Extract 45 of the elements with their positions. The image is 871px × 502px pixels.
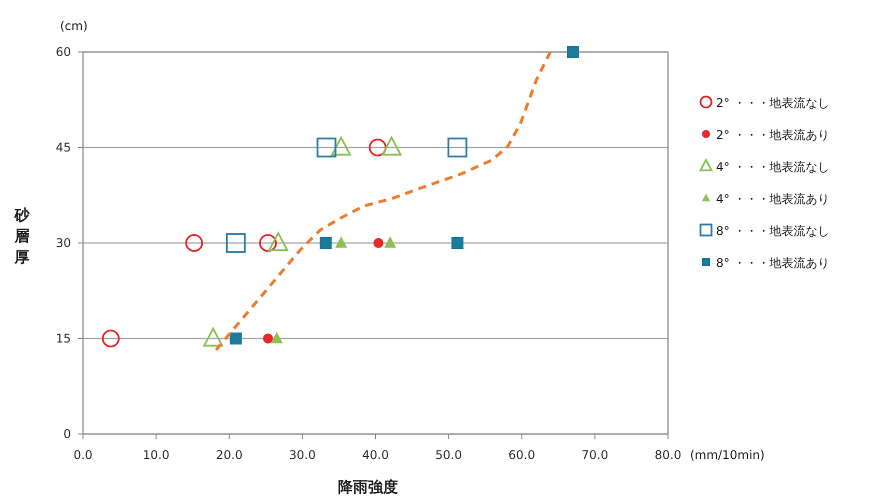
point [451, 237, 464, 249]
point [335, 236, 348, 248]
y-tick-label: 60 [56, 45, 71, 59]
x-axis-title: 降雨強度 [338, 478, 398, 496]
text: (mm/10min) [690, 448, 765, 462]
x-tick-label: 50.0 [435, 448, 462, 462]
legend-label: 4° ・・・地表流あり [716, 192, 830, 206]
x-tick-label: 30.0 [289, 448, 316, 462]
legend-label: 4° ・・・地表流なし [716, 160, 830, 174]
point [226, 233, 246, 253]
y-tick-label: 30 [56, 236, 71, 250]
x-tick-label: 70.0 [582, 448, 608, 462]
point [185, 234, 204, 252]
point [230, 332, 242, 344]
y-tick-label: 0 [63, 427, 71, 441]
y-tick-label: 15 [56, 332, 71, 346]
legend-label: 8° ・・・地表流なし [716, 224, 830, 238]
x-tick-label: 40.0 [362, 448, 389, 462]
point [203, 328, 224, 347]
point [331, 136, 352, 156]
point [270, 332, 283, 344]
legend-label: 8° ・・・地表流あり [716, 256, 830, 270]
point [102, 330, 120, 348]
y-tick-label: 45 [56, 140, 71, 154]
point [566, 46, 579, 58]
point [263, 334, 274, 344]
point [268, 232, 288, 252]
x-tick-label: 10.0 [142, 448, 170, 462]
legend-label: 2° ・・・地表流なし [716, 96, 830, 110]
point [382, 136, 402, 156]
x-tick-label: 20.0 [216, 448, 243, 462]
point [448, 138, 468, 158]
y-axis-title: 砂層厚 [14, 206, 30, 266]
point [259, 234, 277, 252]
point [368, 138, 387, 156]
x-tick-label: 80.0 [654, 448, 682, 462]
x-tick-label: 60.0 [508, 448, 536, 462]
line-series [214, 50, 552, 352]
text: (cm) [60, 19, 88, 33]
x-tick-label: 0.0 [73, 448, 93, 462]
legend-label: 2° ・・・地表流あり [716, 128, 830, 142]
point [316, 138, 336, 158]
point [384, 236, 396, 248]
point [373, 238, 384, 248]
point [320, 237, 332, 249]
